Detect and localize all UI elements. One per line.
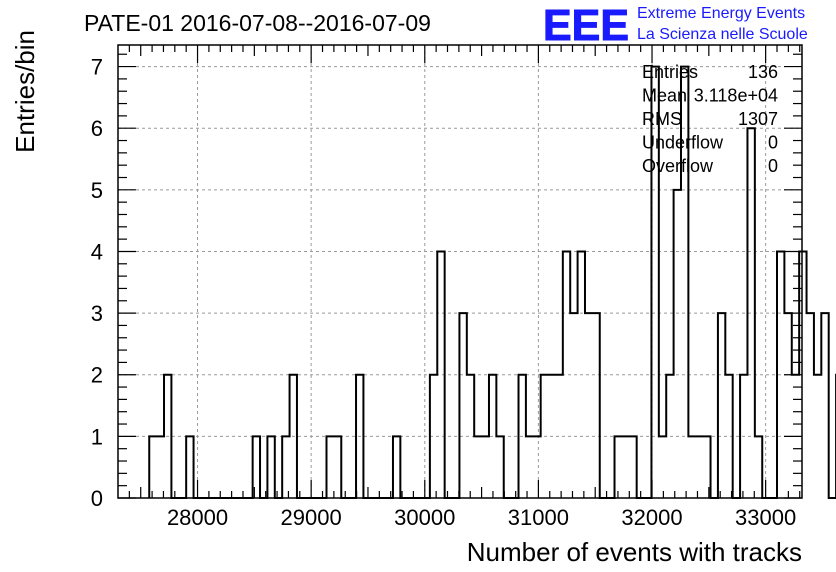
eee-logo-mark: EEE <box>543 1 629 50</box>
x-tick-label: 30000 <box>394 505 455 530</box>
x-tick-label: 33000 <box>735 505 796 530</box>
y-tick-labels: 0 1 2 3 4 5 6 7 <box>91 55 103 511</box>
y-tick-label: 5 <box>91 178 103 203</box>
stats-value: 136 <box>748 62 778 82</box>
logo-line-1: Extreme Energy Events <box>637 5 805 22</box>
histogram-series <box>148 65 836 499</box>
y-tick-label: 3 <box>91 301 103 326</box>
chart-title: PATE-01 2016-07-08--2016-07-09 <box>84 10 431 36</box>
stats-label: Underflow <box>642 133 724 153</box>
stats-label: Entries <box>642 62 698 82</box>
logo-line-2: La Scienza nelle Scuole <box>637 26 808 43</box>
stats-label: RMS <box>642 109 682 129</box>
x-tick-label: 28000 <box>167 505 228 530</box>
y-tick-label: 6 <box>91 116 103 141</box>
stats-value: 0 <box>768 133 778 153</box>
y-tick-label: 7 <box>91 55 103 80</box>
x-tick-labels: 28000 29000 30000 31000 32000 33000 <box>167 505 796 530</box>
stats-value: 0 <box>768 156 778 176</box>
y-tick-label: 1 <box>91 424 103 449</box>
x-tick-label: 32000 <box>621 505 682 530</box>
y-tick-label: 2 <box>91 363 103 388</box>
stats-value: 3.118e+04 <box>694 86 778 106</box>
y-tick-label: 4 <box>91 239 103 264</box>
y-axis-label: Entries/bin <box>10 30 40 153</box>
plot-frame <box>117 44 803 499</box>
y-tick-label: 0 <box>91 486 103 511</box>
x-tick-label: 31000 <box>508 505 569 530</box>
stats-value: 1307 <box>738 109 778 129</box>
stats-label: Mean <box>642 86 687 106</box>
stats-label: Overflow <box>642 156 714 176</box>
axis-ticks <box>118 45 802 499</box>
x-tick-label: 29000 <box>281 505 342 530</box>
x-axis-label: Number of events with tracks <box>467 537 802 567</box>
eee-logo: EEE Extreme Energy Events La Scienza nel… <box>543 1 808 51</box>
stats-box: Entries 136 Mean 3.118e+04 RMS 1307 Underflow 0… <box>642 62 778 176</box>
